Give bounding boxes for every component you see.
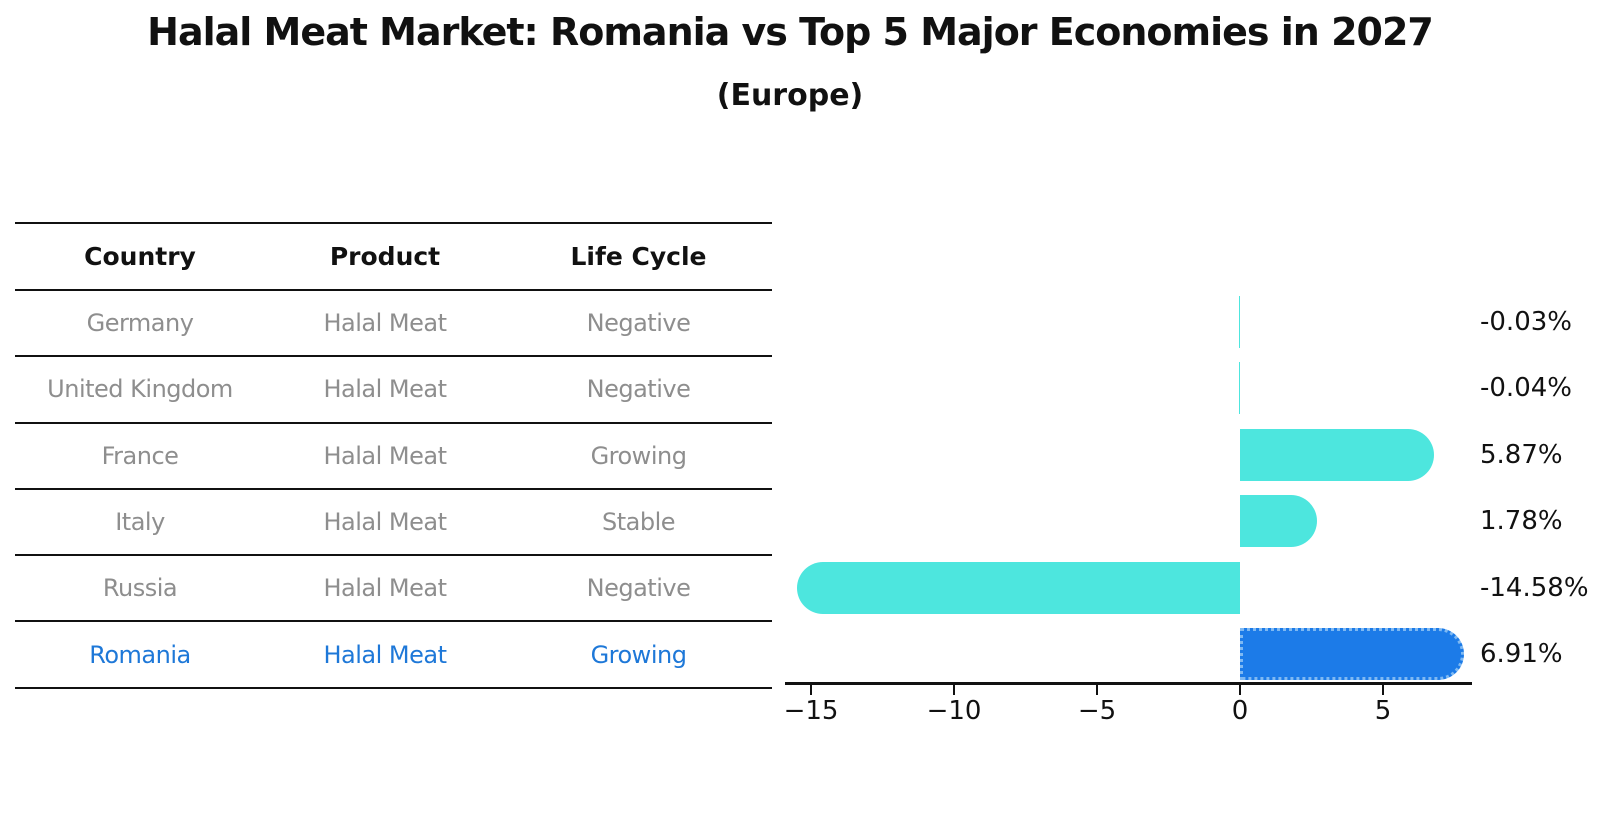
value-label-italy: 1.78% bbox=[1480, 506, 1563, 536]
country-cell: United Kingdom bbox=[47, 375, 233, 404]
country-table: Country Product Life Cycle Germany Halal Mea… bbox=[15, 222, 772, 689]
x-tick bbox=[953, 682, 955, 695]
country-cell: Germany bbox=[86, 309, 194, 338]
bar-russia bbox=[797, 562, 1240, 614]
life-cycle-cell: Negative bbox=[586, 375, 691, 404]
x-tick-label: −5 bbox=[1077, 696, 1117, 726]
x-tick-label: −10 bbox=[926, 696, 982, 726]
product-cell: Halal Meat bbox=[323, 574, 447, 603]
country-cell: Russia bbox=[102, 574, 178, 603]
header: Halal Meat Market: Romania vs Top 5 Majo… bbox=[0, 10, 1580, 56]
life-cycle-cell: Growing bbox=[590, 640, 687, 669]
bar-germany bbox=[1238, 296, 1240, 348]
x-axis-line bbox=[785, 682, 1472, 685]
product-cell: Halal Meat bbox=[323, 508, 447, 537]
table-row-germany: Germany Halal Meat Negative bbox=[15, 289, 772, 355]
bar-united-kingdom bbox=[1238, 362, 1240, 414]
x-tick-label: −15 bbox=[783, 696, 839, 726]
table-row-russia: Russia Halal Meat Negative bbox=[15, 554, 772, 620]
life-cycle-cell: Negative bbox=[586, 309, 691, 338]
value-label-romania: 6.91% bbox=[1480, 639, 1563, 669]
value-label-russia: -14.58% bbox=[1480, 573, 1589, 603]
table-row-united-kingdom: United Kingdom Halal Meat Negative bbox=[15, 355, 772, 421]
bar-italy bbox=[1240, 495, 1317, 547]
table-row-italy: Italy Halal Meat Stable bbox=[15, 487, 772, 554]
x-tick-label: 5 bbox=[1374, 696, 1392, 726]
product-cell: Halal Meat bbox=[323, 640, 447, 669]
bar-france bbox=[1240, 429, 1434, 481]
x-tick bbox=[810, 682, 812, 695]
x-tick bbox=[1382, 682, 1384, 695]
bar-chart: -0.03% -0.04% 5.87% 1.78% -14.58% 6.91% −15 −10… bbox=[784, 290, 1614, 750]
table-row-romania: Romania Halal Meat Growing bbox=[15, 620, 772, 686]
x-tick-label: 0 bbox=[1231, 696, 1249, 726]
value-label-united-kingdom: -0.04% bbox=[1480, 373, 1572, 403]
chart-subtitle: (Europe) bbox=[716, 78, 864, 113]
country-cell: Romania bbox=[89, 640, 191, 669]
life-cycle-cell: Growing bbox=[590, 441, 687, 470]
column-header-life-cycle: Life Cycle bbox=[570, 242, 707, 271]
product-cell: Halal Meat bbox=[323, 441, 447, 470]
column-header-country: Country bbox=[84, 242, 196, 271]
life-cycle-cell: Negative bbox=[586, 574, 691, 603]
x-tick bbox=[1239, 682, 1241, 695]
life-cycle-cell: Stable bbox=[601, 508, 676, 537]
product-cell: Halal Meat bbox=[323, 309, 447, 338]
x-tick bbox=[1096, 682, 1098, 695]
table-row-france: France Halal Meat Growing bbox=[15, 421, 772, 488]
country-cell: Italy bbox=[115, 508, 165, 537]
column-header-product: Product bbox=[329, 242, 441, 271]
product-cell: Halal Meat bbox=[323, 375, 447, 404]
value-label-germany: -0.03% bbox=[1480, 307, 1572, 337]
table-header-row: Country Product Life Cycle bbox=[15, 222, 772, 289]
chart-title: Halal Meat Market: Romania vs Top 5 Majo… bbox=[147, 10, 1434, 54]
country-cell: France bbox=[101, 441, 179, 470]
value-label-france: 5.87% bbox=[1480, 440, 1563, 470]
bar-romania bbox=[1240, 628, 1464, 680]
